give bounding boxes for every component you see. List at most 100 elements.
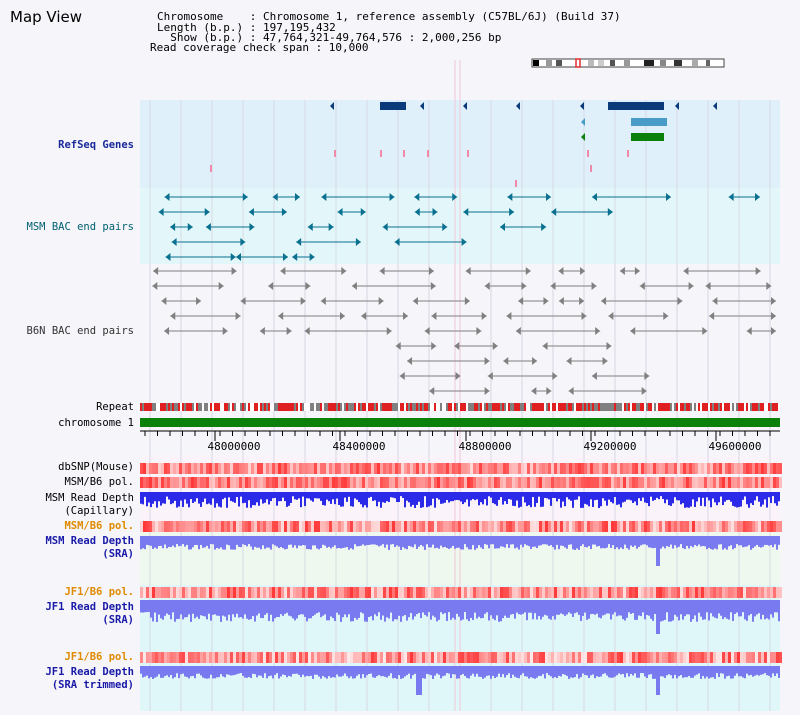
polymorphism-cell	[488, 521, 491, 532]
capillary-depth-bar	[448, 492, 450, 503]
polymorphism-cell	[629, 521, 632, 532]
repeat-segment	[404, 403, 406, 411]
msm-bac-pair-end	[187, 223, 193, 231]
polymorphism-cell	[542, 652, 545, 663]
jf1-trimmed-depth-bar	[166, 666, 168, 676]
jf1-sra-depth-bar	[268, 600, 270, 622]
msm-sra-depth-bar	[638, 536, 640, 547]
polymorphism-cell	[620, 477, 623, 488]
polymorphism-cell	[650, 521, 653, 532]
jf1-trimmed-depth-bar	[728, 666, 730, 676]
capillary-depth-bar	[308, 492, 310, 499]
msm-sra-depth-bar	[210, 536, 212, 545]
polymorphism-cell	[566, 463, 569, 474]
repeat-segment	[614, 403, 616, 411]
polymorphism-cell	[713, 463, 716, 474]
polymorphism-cell	[752, 521, 755, 532]
b6n-bac-pair-end	[161, 297, 167, 305]
jf1-trimmed-depth-bar	[364, 666, 366, 678]
capillary-depth-bar	[674, 492, 676, 498]
msm-sra-depth-bar	[214, 536, 216, 550]
polymorphism-cell	[200, 463, 203, 474]
polymorphism-cell	[590, 463, 593, 474]
chromosome-ideogram[interactable]	[528, 53, 728, 68]
polymorphism-cell	[446, 521, 449, 532]
polymorphism-cell	[338, 652, 341, 663]
polymorphism-cell	[689, 587, 692, 598]
polymorphism-cell	[350, 652, 353, 663]
polymorphism-cell	[509, 521, 512, 532]
jf1-trimmed-depth-bar	[466, 666, 468, 678]
capillary-depth-bar	[624, 492, 626, 502]
polymorphism-cell	[557, 463, 560, 474]
capillary-depth-bar	[720, 492, 722, 497]
jf1-sra-depth-bar	[378, 600, 380, 613]
capillary-depth-bar	[744, 492, 746, 497]
msm-sra-depth-bar	[394, 536, 396, 548]
polymorphism-cell	[674, 652, 677, 663]
msm-sra-depth-bar	[282, 536, 284, 549]
jf1-sra-depth-bar	[338, 600, 340, 615]
polymorphism-cell	[419, 521, 422, 532]
msm-sra-depth-bar	[194, 536, 196, 545]
msm-sra-depth-bar	[250, 536, 252, 547]
jf1-trimmed-depth-bar	[752, 666, 754, 677]
capillary-depth-bar	[346, 492, 348, 502]
repeat-segment	[412, 403, 414, 411]
msm-sra-depth-bar	[728, 536, 730, 547]
msm-sra-depth-bar	[482, 536, 484, 550]
polymorphism-cell	[152, 477, 155, 488]
gene-mark	[515, 180, 517, 187]
msm-sra-depth-bar	[362, 536, 364, 545]
msm-sra-depth-bar	[302, 536, 304, 545]
polymorphism-cell	[740, 521, 743, 532]
polymorphism-cell	[776, 477, 779, 488]
polymorphism-cell	[281, 587, 284, 598]
jf1-sra-depth-bar	[650, 600, 652, 619]
capillary-depth-bar	[172, 492, 174, 504]
polymorphism-cell	[473, 587, 476, 598]
gene-arrow	[581, 118, 585, 126]
jf1-trimmed-depth-bar	[620, 666, 622, 675]
polymorphism-cell	[224, 463, 227, 474]
polymorphism-cell	[272, 477, 275, 488]
polymorphism-cell	[434, 652, 437, 663]
capillary-depth-bar	[216, 492, 218, 504]
polymorphism-cell	[737, 652, 740, 663]
polymorphism-cell	[395, 521, 398, 532]
capillary-depth-bar	[542, 492, 544, 507]
jf1-trimmed-depth-bar	[418, 666, 420, 695]
jf1-trimmed-depth-bar	[514, 666, 516, 677]
msm-sra-depth-bar	[336, 536, 338, 549]
polymorphism-cell	[626, 521, 629, 532]
jf1-sra-depth-bar	[186, 600, 188, 618]
repeat-segment	[240, 403, 242, 411]
polymorphism-cell	[356, 477, 359, 488]
repeat-segment	[532, 403, 534, 411]
jf1-trimmed-depth-bar	[614, 666, 616, 677]
capillary-depth-bar	[286, 492, 288, 507]
msm-sra-depth-bar	[396, 536, 398, 546]
repeat-segment	[350, 403, 352, 411]
jf1-sra-depth-bar	[342, 600, 344, 618]
repeat-segment	[758, 403, 760, 411]
repeat-segment	[528, 403, 530, 411]
jf1-trimmed-depth-bar	[540, 666, 542, 677]
jf1-sra-trimmed-label: (SRA trimmed)	[51, 679, 134, 691]
msm-sra-depth-bar	[430, 536, 432, 548]
jf1-trimmed-depth-bar	[354, 666, 356, 679]
polymorphism-cell	[224, 652, 227, 663]
b6n-bac-pair-end	[518, 297, 524, 305]
capillary-depth-bar	[198, 492, 200, 504]
polymorphism-cell	[638, 587, 641, 598]
polymorphism-cell	[230, 521, 233, 532]
polymorphism-cell	[470, 521, 473, 532]
polymorphism-cell	[701, 652, 704, 663]
msm-sra-depth-bar	[330, 536, 332, 549]
capillary-depth-bar	[510, 492, 512, 500]
dbsnp-label: dbSNP(Mouse)	[58, 461, 134, 473]
polymorphism-cell	[488, 587, 491, 598]
msm-sra-depth-bar	[560, 536, 562, 546]
repeat-segment	[250, 403, 252, 411]
